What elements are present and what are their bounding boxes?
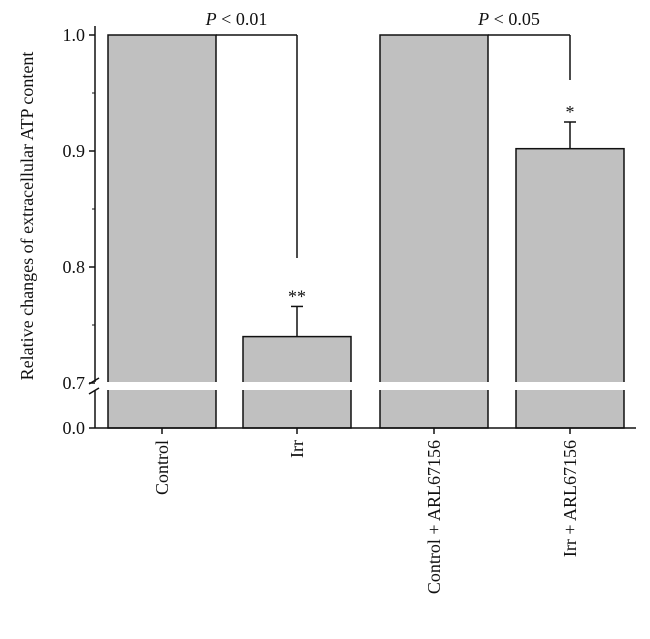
p-value-label-0: P < 0.01 [205,9,268,29]
category-label-1: Irr [287,440,307,458]
p-threshold: < 0.01 [217,9,268,29]
category-label-2: Control + ARL67156 [424,440,444,594]
p-symbol: P [477,9,489,29]
bar-2 [379,34,489,429]
p-symbol: P [205,9,217,29]
significance-mark-1: ** [288,286,306,306]
y-tick-label-1: 0.7 [63,373,86,393]
axis-break-mark-bottom [88,387,100,395]
y-axis-label: Relative changes of extracellular ATP co… [17,52,37,381]
axis-break-band [91,382,631,390]
bar-3 [515,147,625,429]
bar-0 [107,34,217,429]
y-tick-label-0: 0.0 [63,418,86,438]
y-tick-label-3: 0.9 [63,141,86,161]
category-label-3: Irr + ARL67156 [560,440,580,557]
y-tick-label-4: 1.0 [63,25,86,45]
p-value-label-1: P < 0.05 [477,9,540,29]
category-label-0: Control [152,440,172,495]
p-threshold: < 0.05 [489,9,540,29]
y-tick-label-2: 0.8 [63,257,86,277]
significance-mark-3: * [566,102,575,122]
